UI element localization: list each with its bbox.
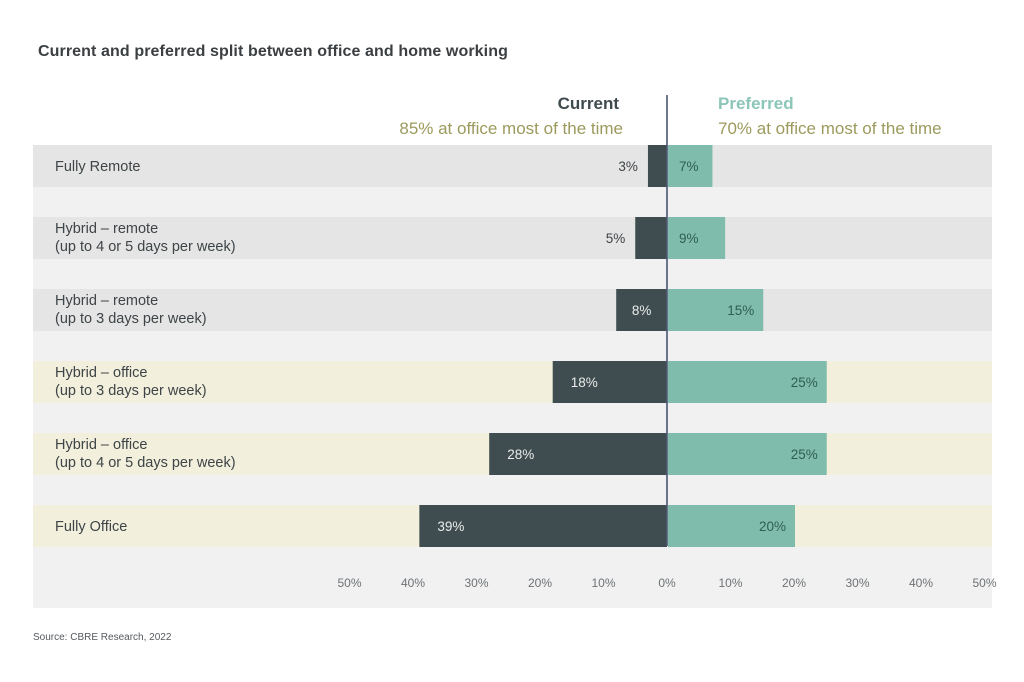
x-tick-label: 40% [909, 576, 933, 590]
current-bar [552, 361, 667, 403]
x-tick-label: 50% [972, 576, 996, 590]
x-tick-label: 0% [658, 576, 676, 590]
current-header: Current [557, 94, 619, 113]
preferred-bar [668, 145, 713, 187]
current-value-label: 8% [632, 303, 652, 318]
current-value-label: 28% [507, 447, 534, 462]
preferred-subtitle: 70% at office most of the time [718, 119, 942, 138]
x-tick-label: 30% [845, 576, 869, 590]
preferred-header: Preferred [718, 94, 794, 113]
preferred-bar [668, 505, 795, 547]
preferred-value-label: 9% [679, 231, 699, 246]
x-tick-label: 20% [528, 576, 552, 590]
current-bar [647, 145, 667, 187]
row-band [33, 289, 992, 331]
category-label: Fully Remote [55, 159, 141, 175]
current-value-label: 5% [606, 231, 626, 246]
preferred-value-label: 20% [759, 519, 786, 534]
x-tick-label: 10% [591, 576, 615, 590]
row-band [33, 145, 992, 187]
preferred-value-label: 15% [727, 303, 754, 318]
preferred-value-label: 25% [791, 447, 818, 462]
preferred-bar [668, 433, 827, 475]
x-tick-label: 50% [337, 576, 361, 590]
category-label: Hybrid – remote (up to 3 days per week) [55, 293, 207, 327]
row-band [33, 217, 992, 259]
current-bar [419, 505, 667, 547]
chart-title: Current and preferred split between offi… [38, 43, 508, 60]
preferred-bar [668, 361, 827, 403]
x-tick-label: 10% [718, 576, 742, 590]
category-label: Fully Office [55, 519, 128, 535]
current-subtitle: 85% at office most of the time [399, 119, 623, 138]
x-tick-label: 20% [782, 576, 806, 590]
current-value-label: 39% [437, 519, 464, 534]
x-tick-label: 30% [464, 576, 488, 590]
current-bar [635, 217, 667, 259]
source-note: Source: CBRE Research, 2022 [33, 632, 172, 643]
preferred-bar [668, 289, 764, 331]
current-bar [489, 433, 667, 475]
category-label: Hybrid – office (up to 4 or 5 days per w… [55, 437, 236, 471]
current-bar [616, 289, 667, 331]
preferred-value-label: 7% [679, 159, 699, 174]
category-label: Hybrid – office (up to 3 days per week) [55, 365, 207, 399]
current-value-label: 18% [571, 375, 598, 390]
preferred-value-label: 25% [791, 375, 818, 390]
preferred-bar [668, 217, 726, 259]
current-value-label: 3% [618, 159, 638, 174]
x-tick-label: 40% [401, 576, 425, 590]
row-band [33, 361, 992, 403]
category-label: Hybrid – remote (up to 4 or 5 days per w… [55, 221, 236, 255]
